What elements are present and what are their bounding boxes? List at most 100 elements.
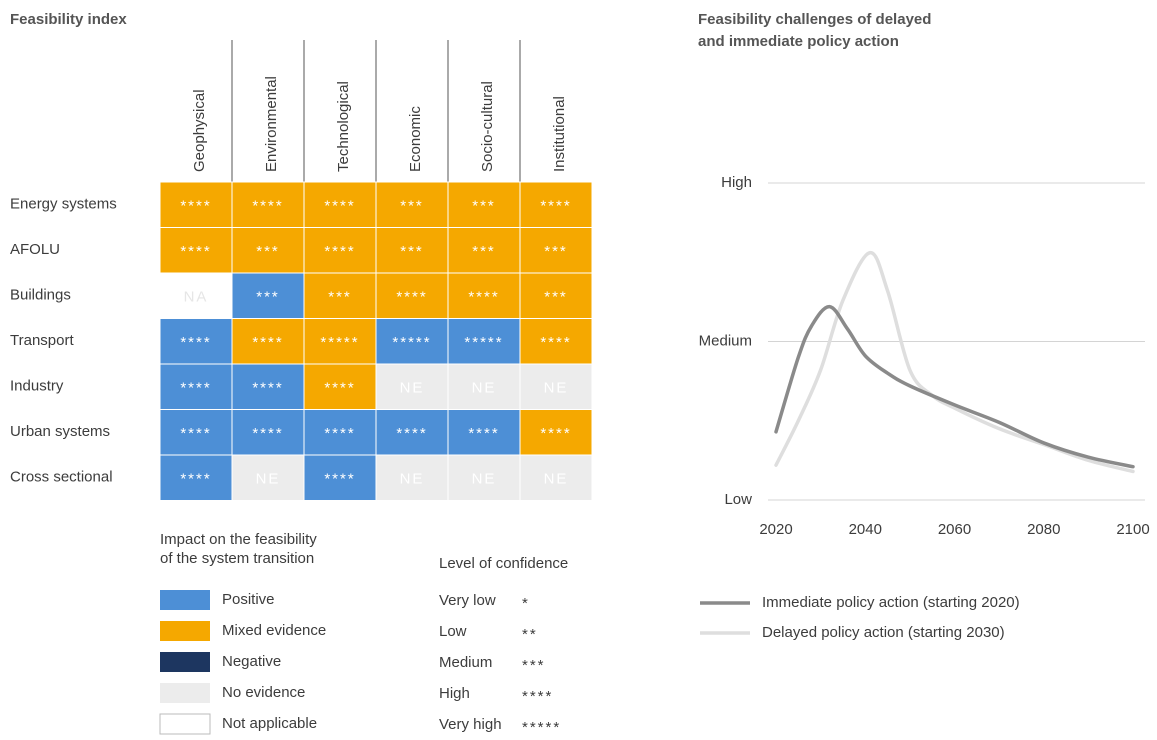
- row-label: AFOLU: [10, 241, 60, 258]
- cell-label: NE: [472, 471, 497, 488]
- cell-label: ****: [324, 380, 355, 397]
- cell-label: ****: [540, 198, 571, 215]
- cell: [303, 454, 377, 501]
- cell: [519, 227, 593, 274]
- cell-label: ***: [400, 243, 424, 260]
- cell: [375, 409, 449, 456]
- legend-label: Low: [439, 623, 467, 640]
- legend-stars: ***: [522, 657, 546, 674]
- cell: [303, 227, 377, 274]
- cell-label: NE: [400, 380, 425, 397]
- chart-title: Feasibility challenges of delayed: [698, 11, 931, 28]
- cell: [447, 181, 521, 228]
- cell: [447, 227, 521, 274]
- legend-label: Immediate policy action (starting 2020): [762, 594, 1020, 611]
- legend-label: Mixed evidence: [222, 622, 326, 639]
- cell-label: ****: [540, 425, 571, 442]
- legend-stars: **: [522, 626, 538, 643]
- cell-label: *****: [320, 334, 359, 351]
- cell-label: ****: [324, 198, 355, 215]
- cell-label: ****: [180, 425, 211, 442]
- series-line: [774, 304, 1135, 469]
- row-label: Buildings: [10, 287, 71, 304]
- legend-title: Level of confidence: [439, 555, 568, 572]
- cell: [231, 454, 305, 501]
- legend-stars: *****: [522, 719, 561, 736]
- cell-label: ***: [256, 289, 280, 306]
- cell-label: NE: [472, 380, 497, 397]
- cell: [447, 272, 521, 319]
- cell-label: ***: [400, 198, 424, 215]
- legend-stars: ****: [522, 688, 553, 705]
- y-tick-label: Low: [724, 491, 752, 508]
- cell: [519, 363, 593, 410]
- cell: [159, 363, 233, 410]
- cell-label: *****: [392, 334, 431, 351]
- cell: [303, 363, 377, 410]
- cell-label: ****: [252, 425, 283, 442]
- cell-label: ***: [256, 243, 280, 260]
- row-label: Industry: [10, 378, 64, 395]
- legend-title: of the system transition: [160, 550, 314, 567]
- column-header: Socio-cultural: [479, 81, 496, 172]
- legend-label: No evidence: [222, 684, 305, 701]
- cell: [303, 318, 377, 365]
- row-label: Energy systems: [10, 196, 117, 213]
- x-tick-label: 2040: [849, 521, 882, 538]
- legend-swatch: [160, 590, 210, 610]
- legend-swatch: [160, 652, 210, 672]
- cell-label: ****: [180, 380, 211, 397]
- cell: [159, 272, 233, 319]
- legend-label: Negative: [222, 653, 281, 670]
- legend-label: Very high: [439, 716, 502, 733]
- row-label: Urban systems: [10, 423, 110, 440]
- cell: [159, 227, 233, 274]
- cell-label: ***: [472, 243, 496, 260]
- cell-label: ****: [324, 471, 355, 488]
- legend-swatch: [159, 713, 211, 735]
- cell-label: ****: [180, 471, 211, 488]
- cell: [303, 272, 377, 319]
- cell-label: ****: [540, 334, 571, 351]
- cell: [159, 318, 233, 365]
- cell-label: ****: [324, 425, 355, 442]
- column-header: Environmental: [263, 76, 280, 172]
- y-tick-label: Medium: [699, 332, 752, 349]
- cell: [375, 318, 449, 365]
- legend-label: Delayed policy action (starting 2030): [762, 624, 1005, 641]
- cell: [231, 318, 305, 365]
- cell-label: ***: [328, 289, 352, 306]
- cell-label: ****: [468, 289, 499, 306]
- x-tick-label: 2020: [759, 521, 792, 538]
- legend-title: Impact on the feasibility: [160, 531, 317, 548]
- cell-label: ****: [396, 289, 427, 306]
- cell-label: ***: [472, 198, 496, 215]
- column-header: Institutional: [551, 96, 568, 172]
- legend-label: Very low: [439, 592, 496, 609]
- cell: [447, 409, 521, 456]
- cell: [447, 454, 521, 501]
- column-header: Technological: [335, 81, 352, 172]
- cell-label: ***: [544, 289, 568, 306]
- cell: [159, 181, 233, 228]
- cell: [519, 454, 593, 501]
- cell: [303, 181, 377, 228]
- cell-label: NA: [184, 289, 209, 306]
- y-tick-label: High: [721, 174, 752, 191]
- cell-label: ****: [324, 243, 355, 260]
- row-label: Cross sectional: [10, 469, 113, 486]
- cell-label: ***: [544, 243, 568, 260]
- chart-title: and immediate policy action: [698, 33, 899, 50]
- cell: [375, 272, 449, 319]
- panel-title: Feasibility index: [10, 11, 127, 28]
- cell-label: NE: [400, 471, 425, 488]
- cell-label: ****: [468, 425, 499, 442]
- x-tick-label: 2100: [1116, 521, 1149, 538]
- legend-swatch: [160, 621, 210, 641]
- cell: [519, 181, 593, 228]
- cell-label: ****: [252, 380, 283, 397]
- column-header: Economic: [407, 106, 424, 172]
- cell: [375, 363, 449, 410]
- legend-swatch: [160, 683, 210, 703]
